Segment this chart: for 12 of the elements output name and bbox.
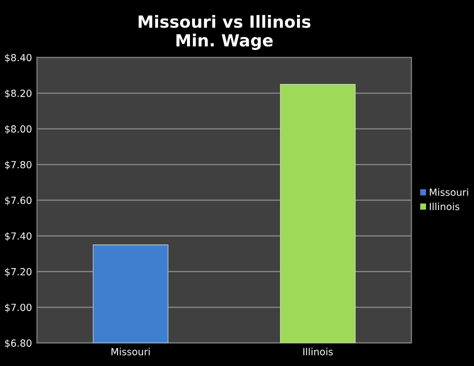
y-tick-label: $7.40 <box>5 232 32 242</box>
y-tick-label: $7.00 <box>5 304 32 312</box>
y-tick-label: $7.80 <box>5 160 32 170</box>
legend-label: Missouri <box>430 188 468 196</box>
y-tick-label: $7.20 <box>5 268 32 277</box>
y-tick-label: $8.00 <box>5 125 32 134</box>
legend-label: Illinois <box>430 202 460 210</box>
y-tick-label: $6.80 <box>5 339 32 348</box>
chart-title: Missouri vs Illinois Min. Wage <box>138 15 310 50</box>
y-tick-label: $8.20 <box>5 89 32 98</box>
y-tick-label: $7.60 <box>5 196 32 206</box>
y-tick-label: $8.40 <box>5 54 32 63</box>
